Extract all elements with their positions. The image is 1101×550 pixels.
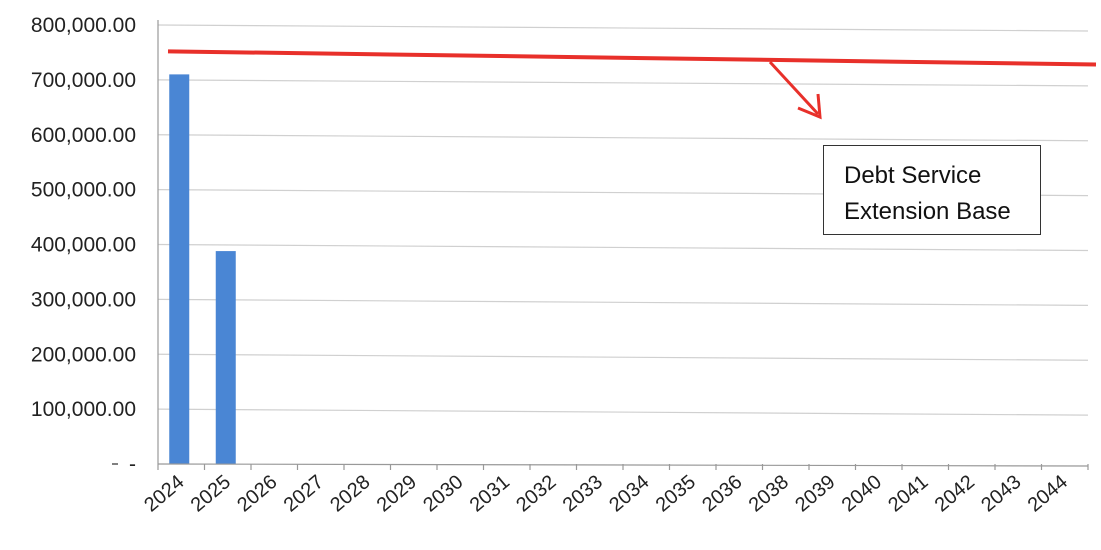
y-axis-ticks: - 100,000.00 200,000.00 300,000.00 400,000.0… [31,14,136,476]
x-tick-label: 2032 [512,471,560,516]
y-tick-label: 300,000.00 [31,288,136,311]
x-tick-label: 2035 [652,471,700,516]
y-tick-label: 800,000.00 [31,14,136,37]
x-tick-label: 2031 [466,471,514,516]
x-tick-label: 2039 [791,471,839,516]
arrow-head [797,93,822,120]
x-tick-label: 2044 [1024,471,1072,516]
gridline [157,408,1089,416]
axes [112,20,1089,470]
x-tick-label: 2042 [931,471,979,516]
gridline [157,24,1089,32]
x-tick-label: 2033 [559,471,607,516]
reference-line-group [167,49,1097,120]
x-tick-label: 2036 [698,471,746,516]
y-tick-label: 200,000.00 [31,343,136,366]
y-tick-label: - [129,453,136,476]
x-tick-label: 2043 [977,471,1025,516]
y-tick-label: 500,000.00 [31,179,136,202]
gridline [157,134,1089,142]
x-tick-label: 2025 [187,471,235,516]
reference-line [167,49,1097,67]
gridlines [157,24,1089,416]
x-tick-label: 2024 [140,471,188,516]
y-tick-label: 600,000.00 [31,124,136,147]
annotation-line-2: Extension Base [844,198,1011,225]
bars [169,74,236,464]
x-axis-ticks: 2024202520262027202820292030203120322033… [140,471,1072,516]
x-tick-label: 2028 [326,471,374,516]
gridline [157,79,1089,87]
bar [215,251,236,464]
y-tick-label: 400,000.00 [31,234,136,257]
x-tick-label: 2040 [838,471,886,516]
y-tick-label: 700,000.00 [31,69,136,92]
x-tick-label: 2034 [605,471,653,516]
x-tick-label: 2038 [745,471,793,516]
x-tick-label: 2029 [373,471,421,516]
bar [169,74,190,464]
gridline [157,353,1089,361]
x-tick-label: 2026 [233,471,281,516]
gridline [157,298,1089,306]
x-tick-label: 2030 [419,471,467,516]
x-tick-label: 2041 [884,471,932,516]
x-tick-label: 2027 [280,471,328,516]
annotation-box: Debt Service Extension Base [823,145,1041,235]
annotation-line-1: Debt Service [844,162,982,189]
y-tick-label: 100,000.00 [31,398,136,421]
gridline [157,243,1089,252]
annotation-arrow [768,60,820,116]
